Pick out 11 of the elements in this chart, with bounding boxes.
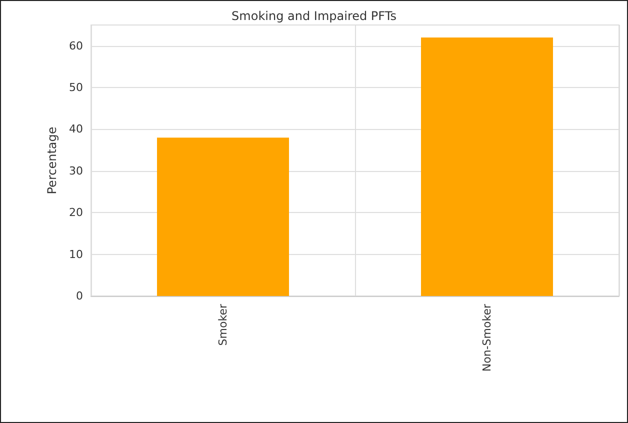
y-tick-label: 20 [69, 206, 83, 220]
y-tick-label: 50 [69, 81, 83, 94]
chart-title: Smoking and Impaired PFTs [232, 9, 396, 23]
y-tick-label: 60 [69, 39, 83, 52]
y-tick-label: 10 [69, 248, 83, 261]
y-axis-title: Percentage [45, 126, 60, 194]
x-tick-label: Non-Smoker [480, 304, 494, 372]
y-tick-label: 40 [69, 122, 83, 136]
y-tick-label: 30 [69, 164, 83, 178]
y-tick-label: 0 [76, 290, 83, 302]
x-tick-label: Smoker [216, 304, 230, 346]
